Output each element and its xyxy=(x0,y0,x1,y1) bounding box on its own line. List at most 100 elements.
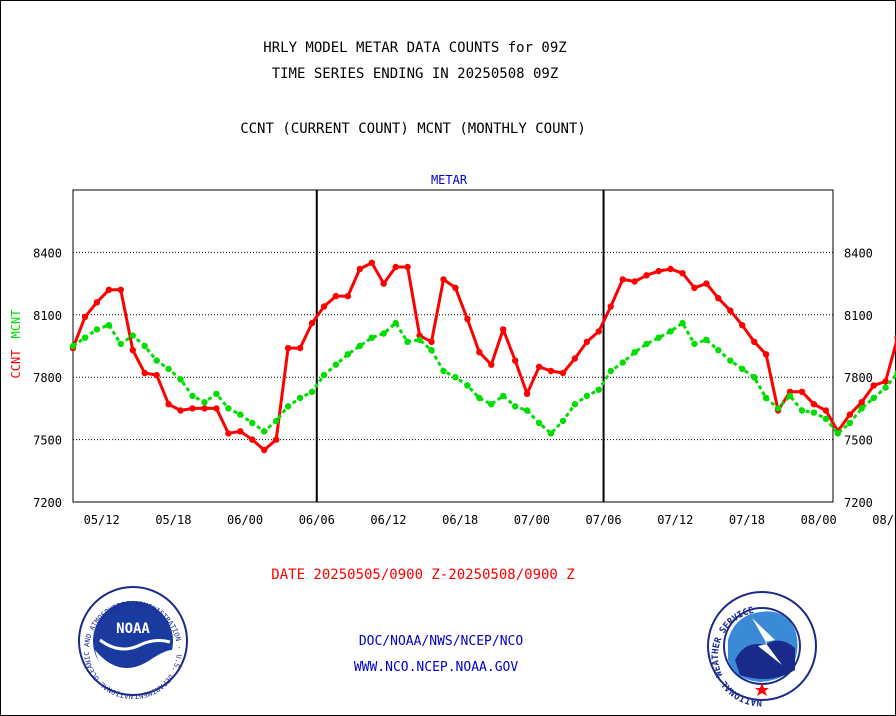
date-range: DATE 20250505/0900 Z-20250508/0900 Z xyxy=(271,567,574,583)
data-point-mcnt xyxy=(249,419,256,427)
data-point-ccnt xyxy=(882,378,889,385)
data-point-ccnt xyxy=(237,428,244,435)
data-point-ccnt xyxy=(535,363,543,370)
y-tick-label-left: 7200 xyxy=(33,496,62,510)
data-point-mcnt xyxy=(774,405,782,412)
y-axis-title: CCNT MCNT xyxy=(9,310,23,379)
x-tick-label: 07/12 xyxy=(657,513,693,527)
data-point-ccnt xyxy=(846,411,853,418)
data-point-mcnt xyxy=(715,347,722,354)
y-tick-label-right: 7800 xyxy=(844,371,873,385)
y-tick-label-left: 7500 xyxy=(33,434,62,448)
data-point-ccnt xyxy=(81,313,89,321)
data-point-ccnt xyxy=(308,319,316,327)
data-point-mcnt xyxy=(571,401,579,408)
data-point-mcnt xyxy=(523,407,531,414)
data-point-ccnt xyxy=(129,347,136,354)
data-point-ccnt xyxy=(225,430,232,437)
data-point-mcnt xyxy=(595,386,602,393)
data-point-mcnt xyxy=(858,405,865,412)
x-tick-label: 05/18 xyxy=(155,513,191,527)
data-point-mcnt xyxy=(810,409,818,416)
data-point-ccnt xyxy=(500,326,507,333)
y-tick-label-left: 8400 xyxy=(33,246,62,260)
plot-area xyxy=(69,189,896,503)
data-point-ccnt xyxy=(344,292,352,300)
data-point-mcnt xyxy=(798,407,806,414)
data-point-ccnt xyxy=(727,307,734,314)
org-path: DOC/NOAA/NWS/NCEP/NCO xyxy=(359,634,524,649)
data-point-ccnt xyxy=(213,405,220,412)
data-point-mcnt xyxy=(153,357,160,364)
x-tick-label: 08/06 xyxy=(872,513,896,527)
data-point-ccnt xyxy=(607,303,614,310)
data-point-ccnt xyxy=(643,272,650,279)
data-point-ccnt xyxy=(810,401,818,408)
data-point-ccnt xyxy=(858,399,865,406)
data-point-mcnt xyxy=(356,342,363,350)
data-point-ccnt xyxy=(273,436,280,443)
data-point-mcnt xyxy=(368,334,375,341)
data-point-ccnt xyxy=(201,405,208,412)
data-point-mcnt xyxy=(476,394,483,402)
data-point-ccnt xyxy=(392,263,399,271)
data-point-mcnt xyxy=(727,357,734,364)
data-point-ccnt xyxy=(165,401,172,408)
data-point-ccnt xyxy=(464,315,471,323)
data-point-mcnt xyxy=(667,328,674,335)
data-point-mcnt xyxy=(189,392,196,400)
data-point-mcnt xyxy=(416,336,423,343)
data-point-ccnt xyxy=(739,322,746,329)
data-point-ccnt xyxy=(667,265,674,273)
data-point-ccnt xyxy=(547,367,555,375)
data-point-mcnt xyxy=(870,394,877,402)
data-point-mcnt xyxy=(547,430,555,437)
website-link[interactable]: WWW.NCO.NCEP.NOAA.GOV xyxy=(354,660,519,675)
data-point-ccnt xyxy=(296,344,304,352)
y-axis-right: 7200 7500 7800 8100 8400 xyxy=(844,246,873,510)
data-point-mcnt xyxy=(882,384,889,391)
data-point-mcnt xyxy=(834,430,841,437)
data-point-ccnt xyxy=(559,369,567,377)
data-point-ccnt xyxy=(249,436,256,443)
data-point-mcnt xyxy=(129,332,136,339)
data-point-ccnt xyxy=(261,446,268,454)
data-point-mcnt xyxy=(284,403,292,410)
data-point-mcnt xyxy=(105,322,113,329)
data-point-ccnt xyxy=(356,265,363,273)
data-point-mcnt xyxy=(846,419,853,427)
data-point-mcnt xyxy=(440,367,447,375)
x-tick-label: 08/00 xyxy=(801,513,837,527)
data-point-mcnt xyxy=(237,411,244,418)
data-point-mcnt xyxy=(679,319,686,327)
data-point-mcnt xyxy=(201,399,208,406)
data-point-mcnt xyxy=(428,347,435,354)
x-tick-label: 05/12 xyxy=(84,513,120,527)
data-point-ccnt xyxy=(762,351,770,358)
data-point-mcnt xyxy=(380,330,387,337)
y-tick-label-right: 8400 xyxy=(844,246,873,260)
data-point-mcnt xyxy=(512,403,519,410)
data-point-ccnt xyxy=(117,286,125,293)
data-point-mcnt xyxy=(703,336,710,343)
y-axis-title-mcnt: MCNT xyxy=(9,310,23,339)
data-point-mcnt xyxy=(631,349,638,356)
data-point-ccnt xyxy=(523,390,531,397)
data-point-mcnt xyxy=(273,417,280,425)
data-point-ccnt xyxy=(428,338,435,345)
data-point-mcnt xyxy=(655,334,662,341)
data-point-ccnt xyxy=(177,407,184,414)
y-tick-label-left: 7800 xyxy=(33,371,62,385)
data-point-mcnt xyxy=(93,326,101,333)
data-point-ccnt xyxy=(751,338,758,345)
data-point-mcnt xyxy=(177,376,184,383)
data-point-mcnt xyxy=(822,415,830,422)
data-point-ccnt xyxy=(332,292,340,300)
data-point-mcnt xyxy=(488,401,495,408)
data-point-ccnt xyxy=(93,299,101,306)
x-tick-label: 07/06 xyxy=(586,513,622,527)
data-point-mcnt xyxy=(607,367,614,375)
data-point-ccnt xyxy=(571,355,579,362)
data-point-ccnt xyxy=(476,349,483,356)
